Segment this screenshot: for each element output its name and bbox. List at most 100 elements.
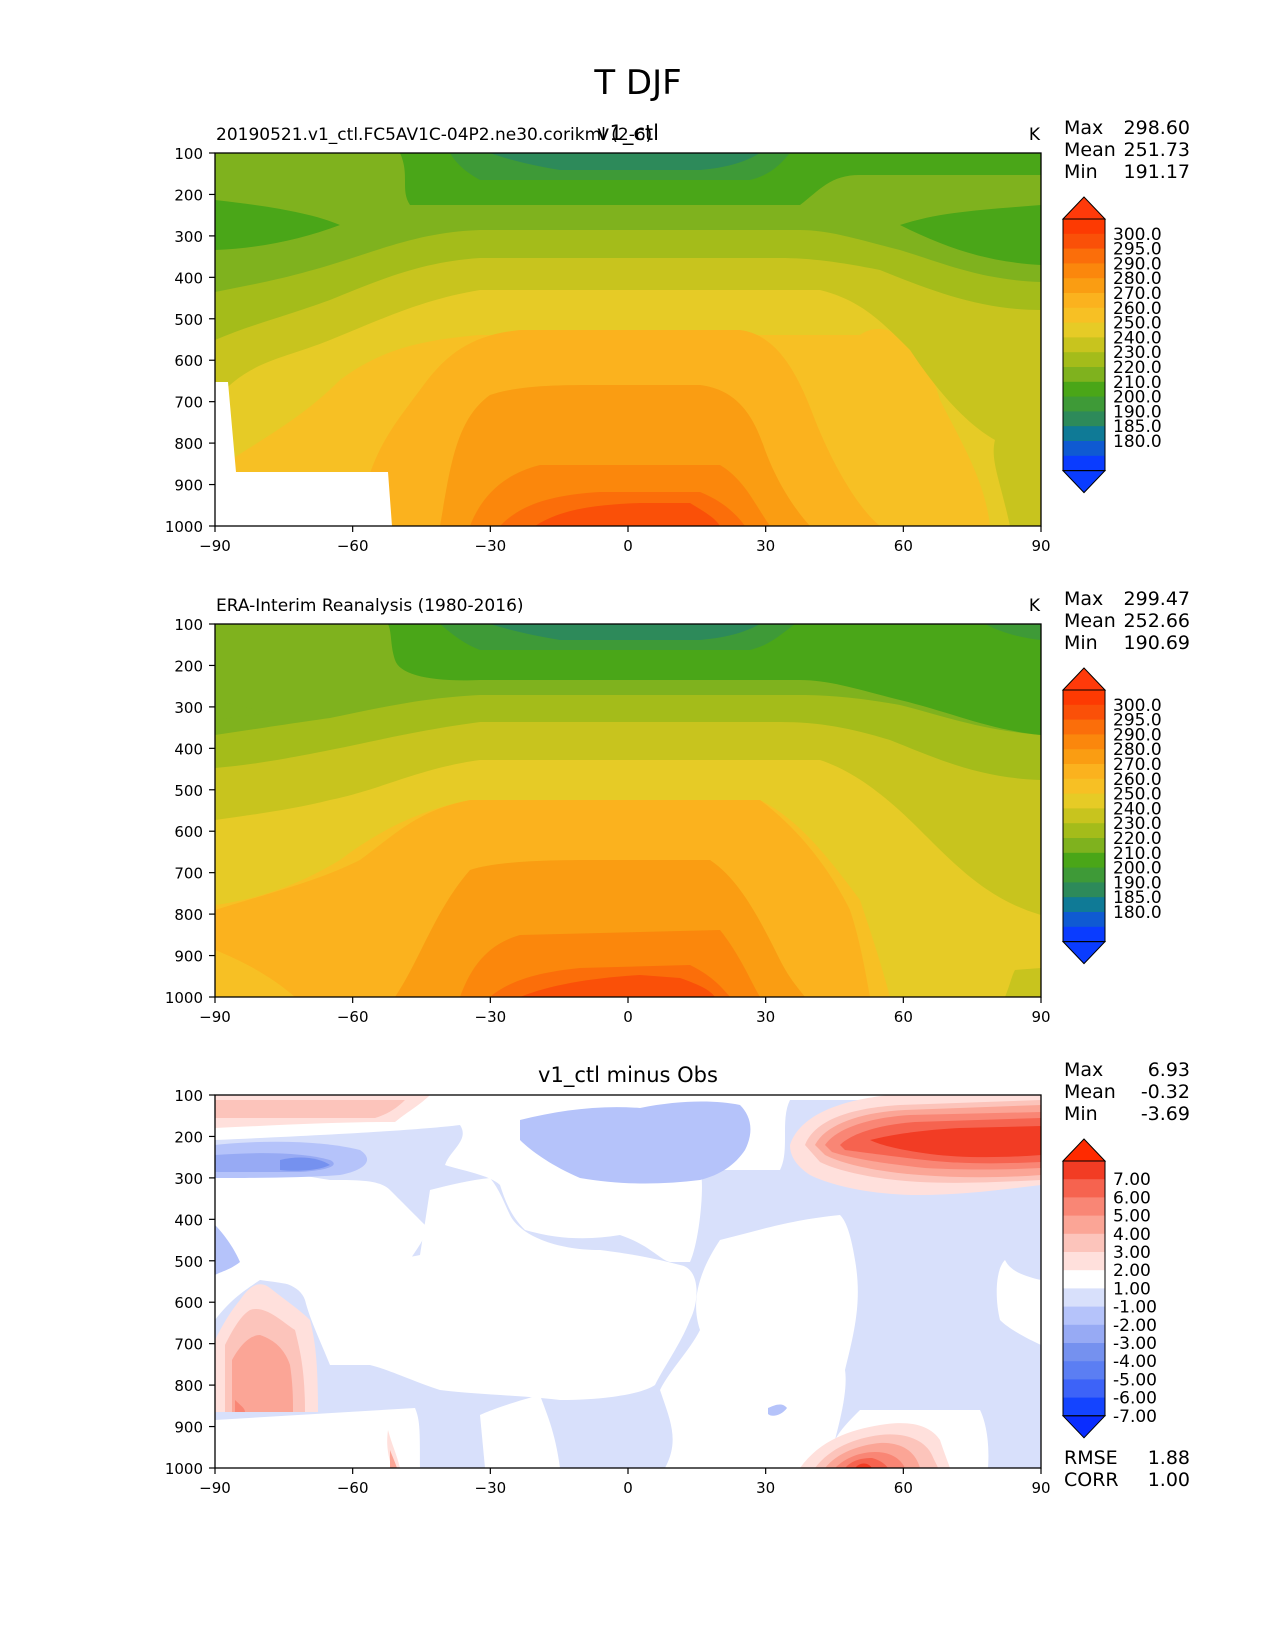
colorbar: 300.0295.0290.0280.0270.0260.0250.0240.0… (1061, 196, 1162, 494)
stat-value: 298.60 (1124, 117, 1190, 139)
colorbar-label: 260.0 (1113, 770, 1162, 790)
colorbar-label: 185.0 (1113, 888, 1162, 908)
y-axis: 100 200 300 400 500 600 700 800 900 1000 (165, 616, 215, 1007)
colorbar-label: 270.0 (1113, 755, 1162, 775)
x-tick-label: 90 (1031, 1008, 1050, 1026)
stat-value: 6.93 (1148, 1059, 1190, 1081)
colorbar-swatch (1063, 352, 1105, 368)
colorbar-swatch (1063, 455, 1105, 472)
metric-value: 1.00 (1148, 1469, 1190, 1491)
colorbar-label: 290.0 (1113, 725, 1162, 745)
colorbar-swatch (1063, 233, 1105, 250)
contour-fill (768, 1404, 787, 1416)
colorbar-frame (1062, 1160, 1106, 1417)
contour-fill (1005, 968, 1041, 997)
colorbar-extend-min (1061, 1415, 1107, 1439)
figure-title: T DJF (593, 63, 681, 103)
x-tick-label: 90 (1031, 537, 1050, 555)
colorbar-label: 1.00 (1113, 1279, 1151, 1299)
contour-fill (490, 624, 760, 640)
plot-area (215, 153, 1041, 526)
colorbar-label: 2.00 (1113, 1261, 1151, 1281)
contour-fill (215, 624, 1041, 735)
colorbar-swatch (1063, 1324, 1105, 1344)
colorbar-label: 280.0 (1113, 740, 1162, 760)
contour-fill (215, 1225, 240, 1275)
colorbar-label: -7.00 (1113, 1407, 1157, 1427)
metric-label: CORR (1064, 1469, 1119, 1491)
panel-title-center: v1_ctl (597, 121, 659, 146)
colorbar-swatch (1063, 719, 1105, 735)
colorbar-label: 7.00 (1113, 1170, 1151, 1190)
colorbar-label: 295.0 (1113, 711, 1162, 731)
colorbar-swatch (1063, 278, 1105, 294)
contour-fill (215, 1100, 405, 1118)
y-tick-label: 900 (174, 477, 203, 495)
contour-fill (215, 700, 275, 720)
x-tick-label: −90 (199, 1008, 231, 1026)
colorbar: 300.0295.0290.0280.0270.0260.0250.0240.0… (1061, 667, 1162, 965)
y-tick-label: 700 (174, 394, 203, 412)
y-tick-label: 500 (174, 782, 203, 800)
colorbar-label: -2.00 (1113, 1316, 1157, 1336)
y-tick-label: 400 (174, 740, 203, 758)
x-tick-label: −30 (475, 537, 507, 555)
units-label: K (1029, 125, 1041, 145)
x-tick-label: 60 (894, 1008, 913, 1026)
stat-value: 191.17 (1124, 161, 1190, 183)
y-tick-label: 300 (174, 228, 203, 246)
stat-value: -3.69 (1141, 1103, 1190, 1125)
metrics-block: RMSE 1.88 CORR 1.00 (1064, 1447, 1190, 1491)
y-tick-label: 800 (174, 906, 203, 924)
colorbar-label: -4.00 (1113, 1352, 1157, 1372)
contour-fill (260, 1178, 697, 1400)
stat-value: 252.66 (1124, 610, 1190, 632)
colorbar-label: -1.00 (1113, 1298, 1157, 1318)
y-tick-label: 800 (174, 1377, 203, 1395)
colorbar-label: 5.00 (1113, 1207, 1151, 1227)
x-tick-label: −90 (199, 1479, 231, 1497)
colorbar-swatch (1063, 1215, 1105, 1235)
colorbar-swatch (1063, 1252, 1105, 1271)
x-tick-label: 0 (623, 1479, 633, 1497)
colorbar-swatch (1063, 1233, 1105, 1253)
y-tick-label: 800 (174, 435, 203, 453)
y-tick-label: 200 (174, 657, 203, 675)
colorbar-swatch (1063, 912, 1105, 928)
x-tick-label: −90 (199, 537, 231, 555)
contour-fill (520, 975, 715, 997)
colorbar-swatch (1063, 793, 1105, 809)
colorbar-swatch (1063, 1288, 1105, 1308)
colorbar-label: 295.0 (1113, 240, 1162, 260)
stat-label: Max (1064, 117, 1103, 139)
colorbar-swatch (1063, 882, 1105, 898)
colorbar-label: 270.0 (1113, 284, 1162, 304)
colorbar-swatch (1063, 1161, 1105, 1180)
y-tick-label: 300 (174, 699, 203, 717)
contour-fill (215, 680, 1041, 780)
colorbar-swatch (1063, 749, 1105, 765)
colorbar-label: 180.0 (1113, 903, 1162, 923)
y-tick-label: 500 (174, 311, 203, 329)
y-tick-label: 200 (174, 186, 203, 204)
colorbar-label: 240.0 (1113, 799, 1162, 819)
stat-label: Mean (1064, 1081, 1116, 1103)
colorbar-label: -6.00 (1113, 1389, 1157, 1409)
y-tick-label: 600 (174, 823, 203, 841)
x-tick-label: −60 (337, 1479, 369, 1497)
stat-label: Min (1064, 632, 1098, 654)
colorbar-swatch (1063, 704, 1105, 721)
y-tick-label: 400 (174, 1211, 203, 1229)
colorbar-swatch (1063, 823, 1105, 839)
contour-fill (215, 220, 1041, 526)
colorbar-swatch (1063, 426, 1105, 442)
stat-value: 190.69 (1124, 632, 1190, 654)
metric-label: RMSE (1064, 1447, 1118, 1469)
colorbar-swatch (1063, 1343, 1105, 1362)
colorbar-extend-min (1061, 941, 1107, 965)
y-tick-label: 1000 (165, 518, 203, 536)
colorbar-label: 180.0 (1113, 432, 1162, 452)
stats-block: Max 298.60 Mean 251.73 Min 191.17 (1064, 117, 1190, 183)
stat-value: -0.32 (1141, 1081, 1190, 1103)
